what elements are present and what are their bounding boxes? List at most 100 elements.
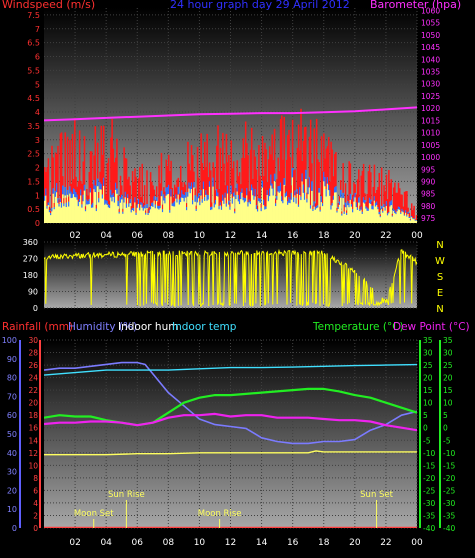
wind-mid-bar [230,185,233,195]
wind-mid-bar [164,197,166,204]
gust-bar [189,170,192,187]
wind-mid-bar [382,211,384,213]
wind-mid-bar [356,207,359,210]
gust-bar [309,119,312,206]
wind-mid-bar [136,204,139,208]
wind-mid-bar [294,190,296,196]
gust-bar [247,155,249,203]
wind-bar [348,207,350,223]
barometer-tick-label: 995 [421,165,436,174]
gust-bar [123,147,125,199]
gust-bar [166,166,169,188]
temperature-tick-label: -10 [423,449,435,458]
wind-bar [415,220,417,223]
wind-bar [396,211,399,223]
wind-mid-bar [331,203,334,206]
gust-bar [45,171,47,189]
dewpoint-tick-label: 15 [443,386,453,395]
wind-mid-bar [170,189,172,197]
wind-bar [71,197,74,223]
wind-mid-bar [394,210,396,214]
wind-mid-bar [320,196,323,203]
wind-mid-bar [388,211,390,214]
wind-mid-bar [330,205,332,210]
gust-bar [261,136,264,181]
gust-bar [361,170,364,212]
wind-mid-bar [282,200,284,204]
wind-mid-bar [51,208,53,212]
wind-mid-bar [293,197,295,203]
wind-mid-bar [337,206,340,209]
wind-bar [62,194,64,223]
wind-mid-bar [224,192,226,198]
wind-mid-bar [349,193,352,200]
wind-mid-bar [285,191,288,196]
wind-bar [171,205,174,223]
wind-mid-bar [384,207,387,211]
barometer-tick-label: 1055 [421,19,440,28]
gust-bar [137,178,140,199]
wind-mid-bar [140,202,142,205]
gust-bar [318,162,320,189]
dewpoint-tick-label: -15 [443,461,455,470]
wind-bar [224,197,226,223]
wind-mid-bar [287,201,289,205]
wind-mid-bar [372,205,374,210]
wind-bar [201,202,204,223]
gust-bar [265,149,267,207]
barometer-tick-label: 985 [421,190,436,199]
wind-bar [165,195,168,223]
gust-bar [294,169,296,191]
wind-bar [87,204,89,223]
wind-mid-bar [45,188,47,196]
rain-tick-label: 4 [33,499,38,508]
wind-x-tick-label: 12 [225,231,236,241]
wind-mid-bar [127,194,129,199]
wind-mid-bar [119,197,122,203]
gust-bar [327,137,330,185]
wind-bar [206,200,208,223]
compass-label: N [436,304,443,315]
wind-bar [235,199,237,223]
wind-mid-bar [171,203,174,206]
series-line [44,450,417,456]
gust-bar [253,149,255,196]
rain-tick-label: 16 [28,424,38,433]
wind-bar [198,198,200,223]
windspeed-tick-label: 0 [35,219,40,228]
wind-bar [395,214,397,223]
wind-mid-bar [332,195,335,200]
gust-bar [353,182,355,197]
gust-bar [312,205,314,210]
wind-mid-bar [355,202,358,208]
wind-mid-bar [57,198,59,203]
wind-bar [187,196,189,223]
direction-tick-label: 90 [28,288,38,297]
wind-mid-bar [299,187,301,196]
wind-mid-bar [149,206,152,210]
gust-bar [52,157,54,189]
wind-mid-bar [335,186,337,193]
wind-mid-bar [74,189,76,198]
gust-bar [145,210,147,213]
gust-bar [220,170,223,207]
wind-bar [324,186,326,223]
wind-mid-bar [264,206,266,210]
gust-bar [179,165,182,198]
gust-bar [216,145,218,190]
gust-bar [367,171,370,209]
barometer-tick-label: 1005 [421,141,440,150]
wind-bar [248,202,251,223]
gust-bar [287,134,289,202]
wind-mid-bar [216,189,218,196]
gust-bar [188,163,190,183]
rain-tick-label: 2 [33,511,38,520]
gust-bar [288,129,290,198]
gust-bar [355,194,358,203]
wind-mid-bar [342,192,344,199]
wind-mid-bar [266,190,269,195]
gust-bar [54,152,57,191]
wind-tick-labels: 0 0.5 1 1.5 2 2.5 3 3.5 4 4.5 5 5.5 6 6.5 7 7.5 975 980 98… [27,6,440,241]
wind-mid-bar [131,207,134,211]
wind-bar [325,196,328,223]
